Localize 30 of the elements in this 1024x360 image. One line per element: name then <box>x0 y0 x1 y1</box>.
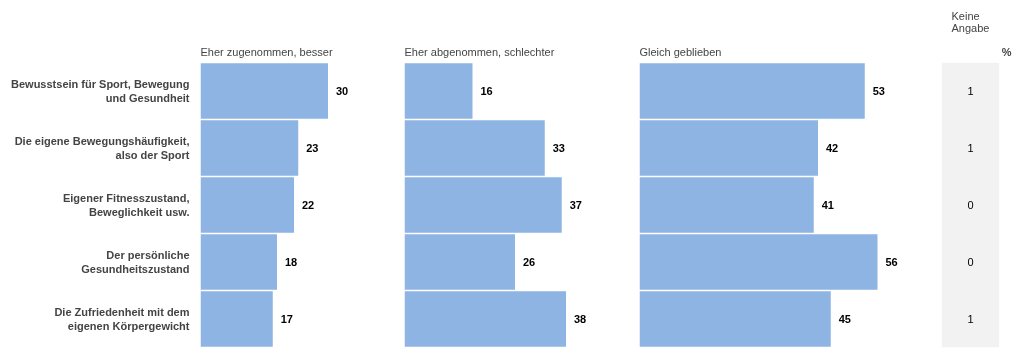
data-label: 30 <box>336 85 349 97</box>
chart-title: Eher zugenommen, besser <box>200 45 333 58</box>
data-label: 53 <box>872 85 885 97</box>
data-label: 18 <box>285 256 298 268</box>
text: 1 <box>967 313 974 325</box>
data-label: 33 <box>552 142 565 154</box>
data-label: 42 <box>826 142 839 154</box>
data-label: 17 <box>280 313 293 325</box>
data-label: 26 <box>523 256 536 268</box>
y-tick-label: Die eigene Bewegungshäufigkeit, also der Sport <box>14 134 190 162</box>
y-tick-label: Eigener Fitnesszustand, Beweglichkeit usw. <box>62 191 190 219</box>
chart-title: Gleich geblieben <box>639 45 722 58</box>
data-label: 23 <box>306 142 319 154</box>
data-label: 16 <box>480 85 493 97</box>
data-label: 41 <box>821 199 834 211</box>
text: 0 <box>967 256 974 268</box>
y-tick-label: Der persönliche Gesundheitszustand <box>81 248 190 276</box>
text: Keine Angabe <box>951 9 990 34</box>
y-tick-label: Bewusstsein für Sport, Bewegung und Gesundheit <box>11 77 190 105</box>
data-label: 37 <box>569 199 582 211</box>
data-label: 56 <box>885 256 898 268</box>
y-tick-label: Die Zufriedenheit mit dem eigenen Körpergewicht <box>54 305 190 333</box>
text: 1 <box>967 142 974 154</box>
text: 0 <box>967 199 974 211</box>
data-label: 38 <box>574 313 587 325</box>
text: 1 <box>967 85 974 97</box>
text: % <box>1001 45 1012 58</box>
data-label: 45 <box>838 313 851 325</box>
chart-title: Eher abgenommen, schlechter <box>404 45 555 58</box>
data-label: 22 <box>302 199 315 211</box>
